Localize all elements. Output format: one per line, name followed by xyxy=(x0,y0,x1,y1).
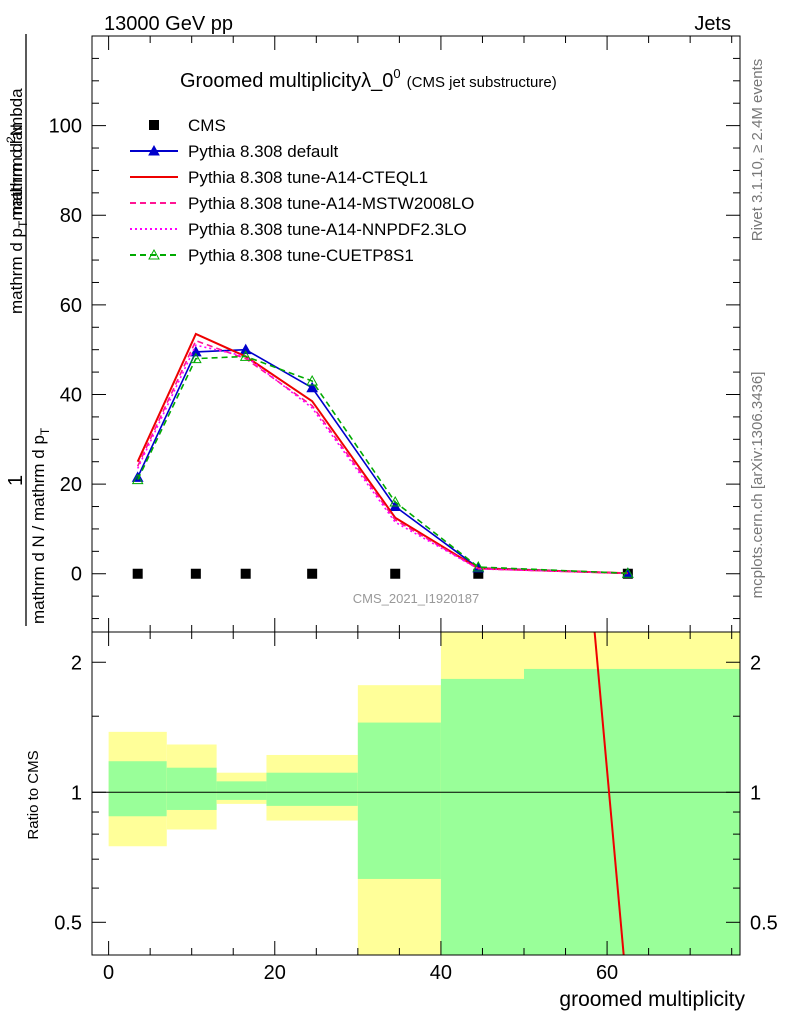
series-marker-5 xyxy=(189,352,202,364)
series-line-3 xyxy=(136,339,628,575)
legend-entry: Pythia 8.308 tune-A14-MSTW2008LO xyxy=(130,194,474,213)
series-marker-1 xyxy=(306,381,319,393)
main-panel: Groomed multiplicityλ_00(CMS jet substru… xyxy=(4,34,741,633)
category-label: Jets xyxy=(694,13,731,35)
legend-entry: Pythia 8.308 tune-CUETP8S1 xyxy=(130,246,414,265)
legend-label: Pythia 8.308 tune-A14-NNPDF2.3LO xyxy=(188,220,467,239)
legend-label: Pythia 8.308 tune-A14-CTEQL1 xyxy=(188,168,428,187)
series-marker-5 xyxy=(131,473,144,485)
series-marker-5 xyxy=(621,567,634,578)
main-y-tick-label: 60 xyxy=(60,295,82,317)
main-y-ticks: 0 20 40 60 80 100 xyxy=(49,36,740,632)
legend-entry: Pythia 8.308 tune-A14-CTEQL1 xyxy=(130,168,428,187)
main-series xyxy=(131,332,634,579)
series-line-5 xyxy=(136,355,628,575)
y-label-denominator: mathrm d N / mathrm d pT xyxy=(29,427,52,624)
ratio-y-tick-label: 0.5 xyxy=(54,912,82,934)
series-marker-1 xyxy=(239,343,252,355)
ratio-y-tick-label: 1 xyxy=(71,782,82,804)
cms-data-point xyxy=(190,568,201,579)
ratio-green-band xyxy=(216,781,267,800)
main-y-tick-label: 20 xyxy=(60,474,82,496)
y-label-fraction-one: 1 xyxy=(5,475,27,486)
ratio-y-tick-label: 2 xyxy=(71,652,82,674)
main-title: Groomed multiplicityλ_00(CMS jet substru… xyxy=(180,66,557,92)
cms-data-point xyxy=(473,568,484,579)
main-y-tick-label: 100 xyxy=(49,116,82,138)
legend-marker xyxy=(148,144,160,156)
x-axis-label: groomed multiplicity xyxy=(559,988,745,1011)
series-line-2 xyxy=(136,332,628,575)
ratio-ticks: 0.5 0.51 12 20 20 40 60 xyxy=(54,632,778,984)
series-marker-5 xyxy=(389,496,402,507)
cms-data-point xyxy=(390,568,401,579)
ratio-frame xyxy=(91,631,741,956)
legend-marker xyxy=(148,248,160,260)
rivet-label: Rivet 3.1.10, ≥ 2.4M events xyxy=(749,59,766,242)
cms-data-point xyxy=(132,568,143,579)
cms-data-point xyxy=(240,568,251,579)
series-marker-1 xyxy=(189,345,202,357)
energy-label: 13000 GeV pp xyxy=(104,13,233,35)
ratio-model-line xyxy=(593,631,625,956)
y-axis-label: 1 mathrm d N / mathrm d pT mathrm d2Nmat… xyxy=(4,34,52,626)
ratio-bands xyxy=(108,632,740,955)
ratio-green-band xyxy=(266,772,358,806)
series-marker-5 xyxy=(306,375,319,386)
ratio-y-tick-label-right: 1 xyxy=(750,782,761,804)
x-tick-label: 60 xyxy=(596,962,618,984)
ratio-green-band xyxy=(108,761,167,817)
legend: CMS Pythia 8.308 default Pythia 8.308 tune… xyxy=(130,116,474,265)
main-y-tick-label: 0 xyxy=(71,564,82,586)
source-label: mcplots.cern.ch [arXiv:1306.3436] xyxy=(749,372,766,599)
legend-swatch xyxy=(149,120,159,130)
series-marker-5 xyxy=(239,350,252,361)
x-tick-label: 40 xyxy=(430,962,452,984)
cms-data-point xyxy=(307,568,318,579)
legend-label: Pythia 8.308 default xyxy=(188,142,339,161)
legend-entry: Pythia 8.308 default xyxy=(130,142,339,161)
x-tick-label: 20 xyxy=(264,962,286,984)
series-line-4 xyxy=(136,344,628,575)
series-marker-5 xyxy=(472,560,485,572)
ratio-green-band xyxy=(524,668,740,955)
legend-label: Pythia 8.308 tune-A14-MSTW2008LO xyxy=(188,194,474,213)
ratio-y-label: Ratio to CMS xyxy=(25,750,42,839)
y-label-numerator: mathrm d2Nmathrm d pTmathrm d lambda xyxy=(4,88,30,314)
series-line-1 xyxy=(136,348,628,575)
ratio-y-tick-label-right: 2 xyxy=(750,652,761,674)
ratio-y-tick-label-right: 0.5 xyxy=(750,912,778,934)
main-y-tick-label: 40 xyxy=(60,384,82,406)
legend-label: CMS xyxy=(188,116,226,135)
legend-entry: Pythia 8.308 tune-A14-NNPDF2.3LO xyxy=(130,220,467,239)
ratio-green-band xyxy=(357,722,441,879)
analysis-id: CMS_2021_I1920187 xyxy=(353,591,480,606)
legend-label: Pythia 8.308 tune-CUETP8S1 xyxy=(188,246,414,265)
main-y-tick-label: 80 xyxy=(60,205,82,227)
ratio-panel: 0.5 0.51 12 20 20 40 60 Ratio to CMS groomed m… xyxy=(25,631,778,1011)
ratio-green-band xyxy=(166,767,217,810)
legend-entry: CMS xyxy=(149,116,226,135)
x-tick-label: 0 xyxy=(103,962,114,984)
ratio-green-band xyxy=(440,678,524,955)
